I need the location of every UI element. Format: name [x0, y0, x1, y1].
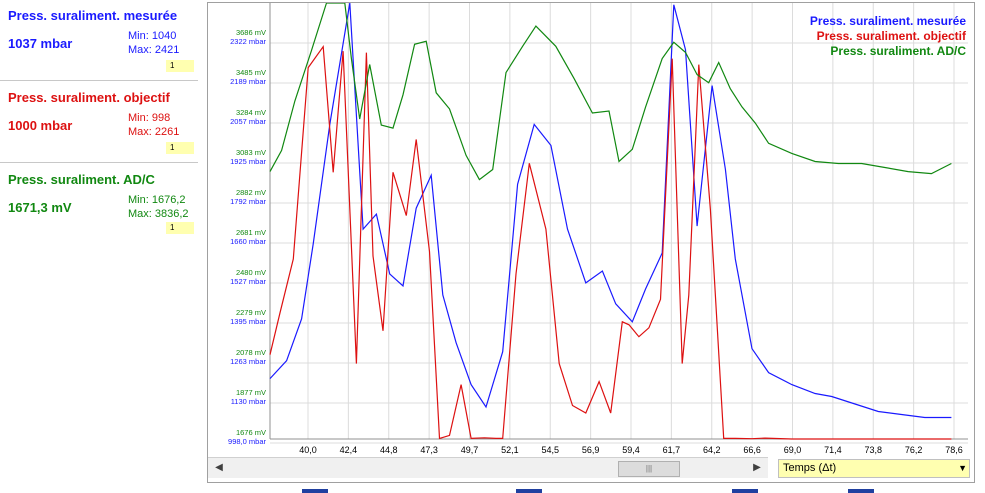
signal-name: Press. suraliment. objectif [8, 90, 170, 105]
y-tick-label-mbar: 1925 mbar [230, 157, 266, 166]
signal-panel-target[interactable]: Press. suraliment. objectif 1000 mbar Mi… [0, 82, 198, 163]
bottom-tab-marker[interactable] [848, 489, 874, 493]
y-tick-label-mbar: 1395 mbar [230, 317, 266, 326]
signal-panel-adc[interactable]: Press. suraliment. AD/C 1671,3 mV Min: 1… [0, 164, 198, 244]
x-tick-label: 52,1 [501, 445, 519, 455]
x-tick-label: 56,9 [582, 445, 600, 455]
chart-legend: Press. suraliment. mesurée Press. surali… [810, 14, 966, 59]
x-tick-label: 47,3 [420, 445, 438, 455]
signal-panel-measured[interactable]: Press. suraliment. mesurée 1037 mbar Min… [0, 0, 198, 81]
x-tick-label: 59,4 [622, 445, 640, 455]
y-tick-label-mv: 3686 mV [236, 28, 266, 37]
y-tick-label-mbar: 1130 mbar [231, 397, 267, 406]
bottom-tab-marker[interactable] [516, 489, 542, 493]
arrow-left-icon[interactable]: ◀ [215, 462, 223, 473]
x-tick-label: 69,0 [784, 445, 802, 455]
series-line-measured [269, 3, 952, 419]
bottom-tab-marker[interactable] [302, 489, 328, 493]
signal-max: Max: 3836,2 [128, 208, 189, 220]
arrow-right-icon[interactable]: ▶ [753, 462, 761, 473]
y-tick-label-mbar: 2322 mbar [230, 37, 266, 46]
signal-value: 1671,3 mV [8, 200, 72, 215]
time-axis-label: Temps (Δt) [783, 462, 837, 474]
x-tick-label: 66,6 [743, 445, 761, 455]
line-chart[interactable]: 40,0 42,4 44,8 47,3 49,7 52,1 54,5 56,9 59,4 61,7… [208, 3, 974, 457]
signal-max: Max: 2261 [128, 126, 180, 138]
signal-list: Press. suraliment. mesurée 1037 mbar Min… [0, 0, 198, 493]
signal-badge[interactable]: 1 [166, 142, 194, 154]
y-tick-label-mbar: 1263 mbar [230, 357, 266, 366]
y-tick-label-mv: 1676 mV [236, 428, 266, 437]
y-tick-label-mv: 1877 mV [236, 388, 266, 397]
x-tick-label: 40,0 [299, 445, 317, 455]
x-tick-label: 61,7 [663, 445, 681, 455]
x-tick-label: 42,4 [340, 445, 358, 455]
signal-min: Min: 1676,2 [128, 194, 186, 206]
x-tick-label: 54,5 [541, 445, 559, 455]
y-tick-label-mbar: 1527 mbar [230, 277, 266, 286]
signal-name: Press. suraliment. mesurée [8, 8, 178, 23]
x-tick-label: 78,6 [945, 445, 963, 455]
x-tick-label: 64,2 [703, 445, 721, 455]
y-tick-label-mbar: 1792 mbar [230, 197, 266, 206]
legend-item-adc: Press. suraliment. AD/C [830, 44, 966, 58]
scroll-thumb[interactable]: ||| [618, 461, 680, 477]
chart-frame: 40,0 42,4 44,8 47,3 49,7 52,1 54,5 56,9 59,4 61,7… [207, 2, 975, 483]
x-tick-label: 76,2 [905, 445, 923, 455]
signal-badge[interactable]: 1 [166, 222, 194, 234]
y-tick-label-mv: 2279 mV [236, 308, 266, 317]
time-axis-select[interactable]: Temps (Δt) ▼ [778, 459, 970, 478]
y-tick-label-mv: 2480 mV [236, 268, 266, 277]
grip-icon: ||| [645, 464, 653, 473]
y-tick-label-mbar: 1660 mbar [230, 237, 266, 246]
horizontal-scrollbar[interactable]: ◀ ||| ▶ [208, 457, 768, 478]
y-tick-label-mv: 3485 mV [236, 68, 266, 77]
legend-item-target: Press. suraliment. objectif [816, 29, 966, 43]
series-line-target [269, 45, 952, 440]
y-tick-label-mv: 2882 mV [236, 188, 266, 197]
y-tick-label-mv: 2681 mV [236, 228, 266, 237]
signal-badge[interactable]: 1 [166, 60, 194, 72]
x-tick-label: 49,7 [461, 445, 479, 455]
x-tick-label: 71,4 [824, 445, 842, 455]
x-tick-label: 73,8 [864, 445, 882, 455]
series-line-adc [269, 3, 952, 181]
signal-name: Press. suraliment. AD/C [8, 172, 155, 187]
bottom-tab-marker[interactable] [732, 489, 758, 493]
signal-value: 1000 mbar [8, 118, 73, 133]
y-tick-label-mbar: 2189 mbar [230, 77, 266, 86]
y-tick-label-mbar: 998,0 mbar [228, 437, 266, 446]
signal-value: 1037 mbar [8, 36, 73, 51]
y-tick-label-mv: 3083 mV [236, 148, 266, 157]
x-tick-label: 44,8 [380, 445, 398, 455]
chevron-down-icon[interactable]: ▼ [958, 463, 967, 473]
y-tick-label-mv: 2078 mV [236, 348, 266, 357]
signal-max: Max: 2421 [128, 44, 180, 56]
signal-min: Min: 998 [128, 112, 171, 124]
y-tick-label-mv: 3284 mV [236, 108, 266, 117]
y-tick-label-mbar: 2057 mbar [230, 117, 266, 126]
legend-item-measured: Press. suraliment. mesurée [809, 14, 966, 28]
signal-min: Min: 1040 [128, 30, 177, 42]
